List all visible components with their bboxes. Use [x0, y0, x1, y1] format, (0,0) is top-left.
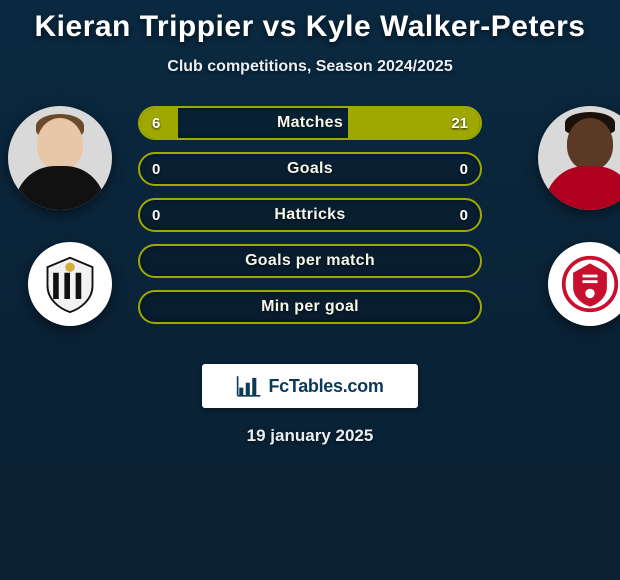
subtitle: Club competitions, Season 2024/2025 [0, 58, 620, 76]
stat-label: Hattricks [140, 200, 480, 230]
stat-value-left: 0 [152, 200, 160, 230]
comparison-content: Matches621Goals00Hattricks00Goals per ma… [0, 106, 620, 356]
player-right-avatar [538, 106, 620, 210]
stat-value-left: 6 [152, 108, 160, 138]
stat-row: Min per goal [138, 290, 482, 324]
stat-row: Goals per match [138, 244, 482, 278]
watermark: FcTables.com [202, 364, 418, 408]
newcastle-crest-icon [40, 254, 100, 314]
stat-label: Goals [140, 154, 480, 184]
stat-label: Min per goal [140, 292, 480, 322]
club-left-logo [28, 242, 112, 326]
stat-label: Goals per match [140, 246, 480, 276]
stat-value-right: 21 [451, 108, 468, 138]
stat-row: Matches6 21 [138, 106, 482, 140]
player-left-avatar [8, 106, 112, 210]
watermark-text: FcTables.com [268, 376, 383, 397]
snapshot-date: 19 january 2025 [0, 426, 620, 446]
southampton-crest-icon [560, 254, 620, 314]
stat-bars: Matches621Goals00Hattricks00Goals per ma… [138, 106, 482, 336]
stat-value-right: 0 [460, 154, 468, 184]
stat-value-left: 0 [152, 154, 160, 184]
bar-chart-icon [236, 373, 262, 399]
stat-value-right: 0 [460, 200, 468, 230]
stat-row: Goals0 0 [138, 152, 482, 186]
page-title: Kieran Trippier vs Kyle Walker-Peters [0, 10, 620, 44]
stat-row: Hattricks0 0 [138, 198, 482, 232]
comparison-card: Kieran Trippier vs Kyle Walker-Peters Cl… [0, 0, 620, 580]
club-right-logo [548, 242, 620, 326]
stat-label: Matches [140, 108, 480, 138]
